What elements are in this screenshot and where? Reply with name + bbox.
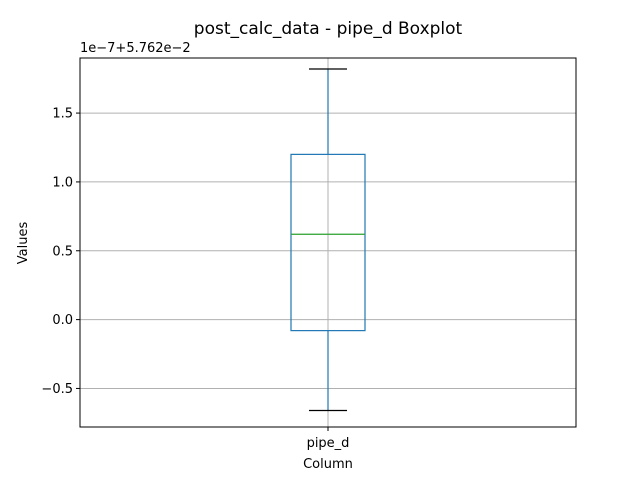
x-axis-label: Column [303, 457, 353, 472]
chart-title: post_calc_data - pipe_d Boxplot [194, 19, 463, 39]
y-tick-label: 0.0 [52, 313, 73, 328]
y-offset-label: 1e−7+5.762e−2 [80, 41, 191, 56]
y-tick-label: −0.5 [41, 382, 73, 397]
box-series [290, 68, 366, 412]
y-tick-label: 0.5 [52, 244, 73, 259]
y-axis-label: Values [16, 222, 31, 265]
y-tick-label: 1.5 [52, 107, 73, 122]
plot-frame [79, 57, 577, 428]
y-tick-label: 1.0 [52, 175, 73, 190]
box-iqr [290, 153, 366, 332]
y-axis-ticks: −0.5 0.0 0.5 1.0 1.5 [41, 107, 80, 397]
x-tick-label: pipe_d [307, 436, 350, 451]
x-axis-ticks: pipe_d [307, 427, 350, 451]
